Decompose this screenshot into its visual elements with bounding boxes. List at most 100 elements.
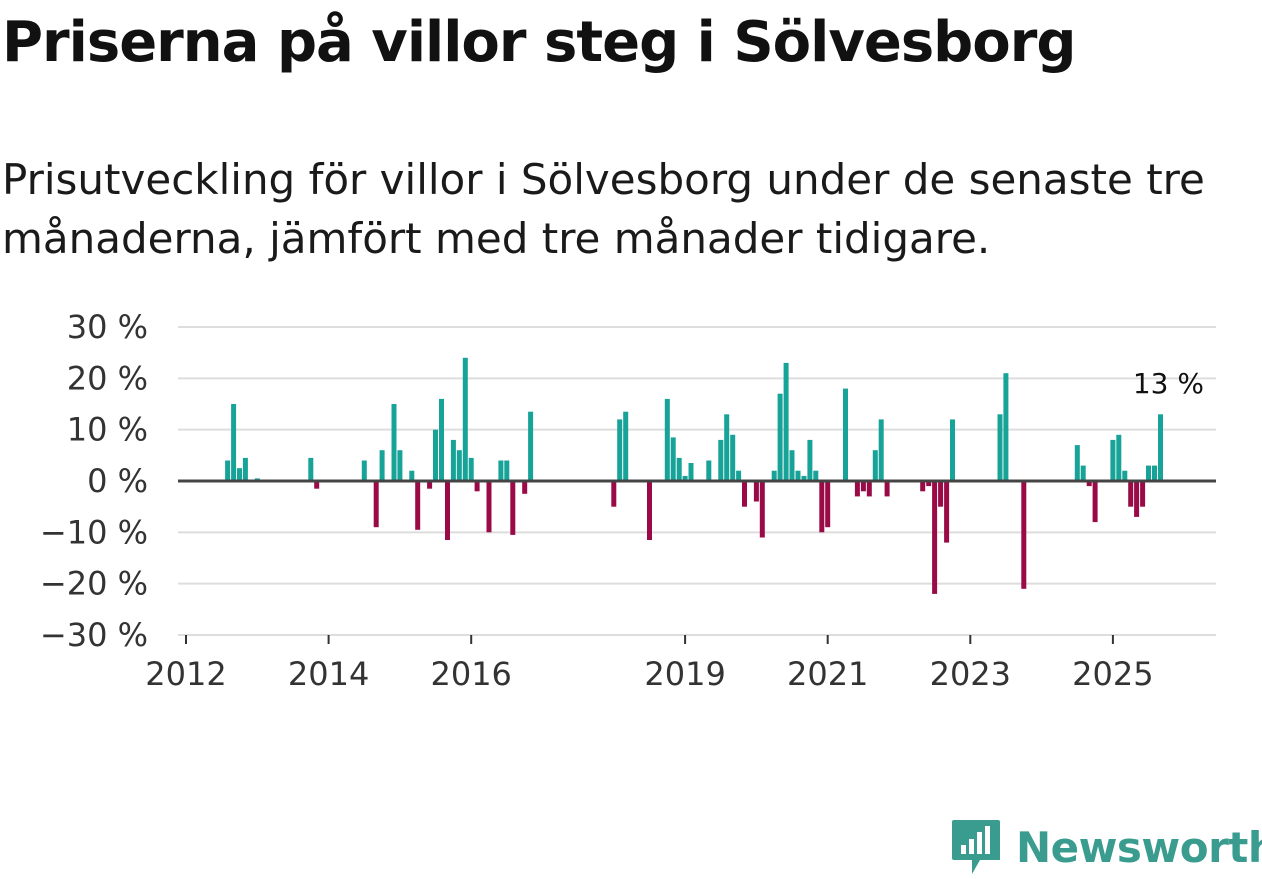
bar <box>379 450 385 481</box>
bar <box>611 481 617 507</box>
bar <box>439 398 444 481</box>
axis-layer <box>178 479 1216 644</box>
bar <box>997 414 1003 481</box>
bar-layer <box>225 357 1163 594</box>
bar <box>361 460 367 481</box>
bar <box>730 434 736 481</box>
y-tick-label: 30 % <box>67 308 148 346</box>
x-tick-label: 2016 <box>430 655 511 693</box>
bar <box>450 439 456 481</box>
bar <box>944 481 950 543</box>
bar <box>807 439 813 481</box>
bar <box>777 393 783 481</box>
x-tick-label: 2025 <box>1072 655 1153 693</box>
bar <box>688 463 694 481</box>
bar <box>1116 434 1122 481</box>
bar <box>486 481 492 533</box>
bar <box>1128 481 1134 507</box>
bar <box>1092 481 1098 523</box>
bar <box>878 419 884 481</box>
bar <box>795 470 801 481</box>
bar <box>920 481 926 492</box>
bar <box>308 457 314 481</box>
bar <box>706 460 712 481</box>
bar <box>682 475 688 481</box>
bar <box>1086 481 1092 487</box>
bar <box>409 470 415 481</box>
bar <box>373 481 379 528</box>
bar <box>242 457 248 481</box>
bar <box>819 481 825 533</box>
chart-subtitle: Prisutveckling för villor i Sölvesborg u… <box>2 155 1205 263</box>
bar <box>1134 481 1140 517</box>
bar <box>866 481 872 497</box>
y-tick-label: 20 % <box>67 359 148 397</box>
bar <box>783 362 789 481</box>
bar <box>771 470 777 481</box>
bar <box>314 481 320 489</box>
bar <box>742 481 747 507</box>
bar <box>872 450 878 481</box>
bar <box>617 419 623 481</box>
label-layer: 30 % 20 % 10 % 0 % −10 % −20 % −30 %2012 2014 20… <box>40 308 1204 693</box>
bar <box>237 468 242 481</box>
bar <box>753 481 759 502</box>
bar <box>950 419 955 481</box>
y-tick-label: 0 % <box>87 462 148 500</box>
bar <box>231 404 237 481</box>
bar <box>397 450 403 481</box>
bar <box>1080 465 1086 481</box>
bar <box>510 481 516 535</box>
bar <box>1074 445 1080 481</box>
bar <box>445 481 450 540</box>
bar <box>736 470 742 481</box>
x-tick-label: 2019 <box>644 655 725 693</box>
x-tick-label: 2014 <box>288 655 369 693</box>
bar <box>670 437 676 481</box>
bar <box>498 460 504 481</box>
bar <box>932 481 938 594</box>
bar <box>825 481 831 528</box>
logo-text: Newsworthy <box>1016 822 1262 872</box>
bar <box>843 388 848 481</box>
bar <box>938 481 944 507</box>
x-tick-label: 2012 <box>145 655 226 693</box>
bar <box>456 450 462 481</box>
bar <box>813 470 819 481</box>
newsworthy-logo[interactable]: Newsworthy <box>950 818 1262 876</box>
bar <box>801 475 807 481</box>
x-tick-label: 2021 <box>787 655 868 693</box>
bar <box>860 481 866 492</box>
y-tick-label: −10 % <box>40 513 148 551</box>
bar <box>433 429 438 481</box>
end-value-label: 13 % <box>1133 367 1204 400</box>
bar <box>427 481 433 489</box>
bar <box>468 457 474 481</box>
bar <box>225 460 231 481</box>
bar <box>926 481 932 487</box>
bar <box>759 481 765 538</box>
bar <box>718 439 724 481</box>
bar <box>1158 414 1163 481</box>
x-tick-label: 2023 <box>930 655 1011 693</box>
newsworthy-logo-icon <box>952 820 1000 874</box>
bar <box>1140 481 1146 507</box>
bar <box>474 481 480 492</box>
bar-chart: 30 % 20 % 10 % 0 % −10 % −20 % −30 %2012 2014 20… <box>40 308 1216 693</box>
bar <box>391 404 397 481</box>
bar <box>1110 439 1116 481</box>
bar <box>884 481 890 497</box>
grid-layer <box>178 326 1216 636</box>
bar <box>676 457 682 481</box>
bar <box>1146 465 1151 481</box>
bar <box>664 398 670 481</box>
bar <box>647 481 652 540</box>
y-tick-label: −20 % <box>40 565 148 603</box>
bar <box>522 481 528 494</box>
chart-title: Priserna på villor steg i Sölvesborg <box>2 10 1076 75</box>
bar <box>789 450 795 481</box>
bar <box>528 411 534 481</box>
y-tick-label: 10 % <box>67 411 148 449</box>
bar <box>415 481 421 530</box>
bar <box>462 357 468 481</box>
